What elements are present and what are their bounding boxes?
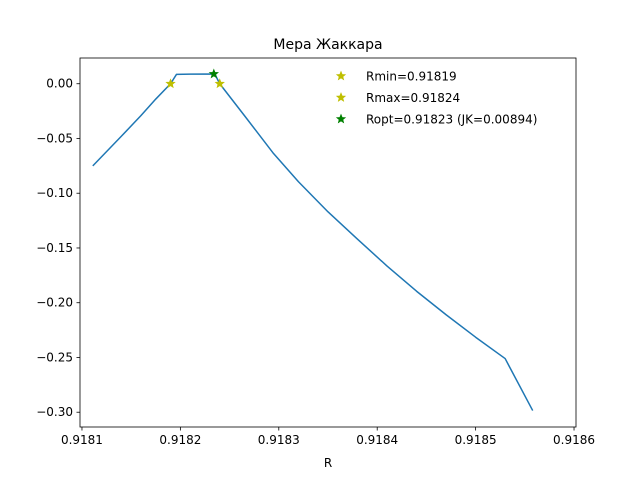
y-tick-label-3: −0.15 (36, 241, 73, 255)
x-tick-label-5: 0.9186 (553, 433, 595, 447)
legend-label-0: Rmin=0.91819 (366, 70, 457, 84)
x-tick-label-4: 0.9185 (455, 433, 497, 447)
chart-title: Мера Жаккара (273, 37, 382, 53)
y-tick-label-1: −0.05 (36, 131, 73, 145)
legend-marker-2 (335, 113, 347, 124)
x-axis-label: R (324, 456, 332, 470)
y-tick-label-6: −0.30 (36, 405, 73, 419)
x-tick-label-0: 0.9181 (61, 433, 103, 447)
y-tick-label-4: −0.20 (36, 296, 73, 310)
legend-marker-0 (335, 70, 347, 81)
legend-label-1: Rmax=0.91824 (366, 91, 460, 105)
x-tick-label-2: 0.9183 (258, 433, 300, 447)
marker-point-0 (165, 78, 176, 89)
legend-label-2: Ropt=0.91823 (JK=0.00894) (366, 113, 537, 127)
x-tick-label-1: 0.9182 (159, 433, 201, 447)
marker-point-2 (208, 68, 219, 79)
y-tick-label-5: −0.25 (36, 350, 73, 364)
plot-area: 0.9181 0.9182 0.9183 0.9184 0.9185 0.9186 0.00… (36, 57, 595, 447)
axes-frame (79, 57, 577, 428)
x-tick-label-3: 0.9184 (356, 433, 398, 447)
marker-point-1 (214, 78, 225, 89)
legend-marker-1 (335, 92, 347, 102)
series-line-0 (92, 73, 534, 411)
y-tick-label-2: −0.10 (36, 186, 73, 200)
y-tick-label-0: 0.00 (46, 77, 73, 91)
legend: Rmin=0.91819 Rmax=0.91824 Ropt=0.91823 (JK… (335, 70, 537, 127)
